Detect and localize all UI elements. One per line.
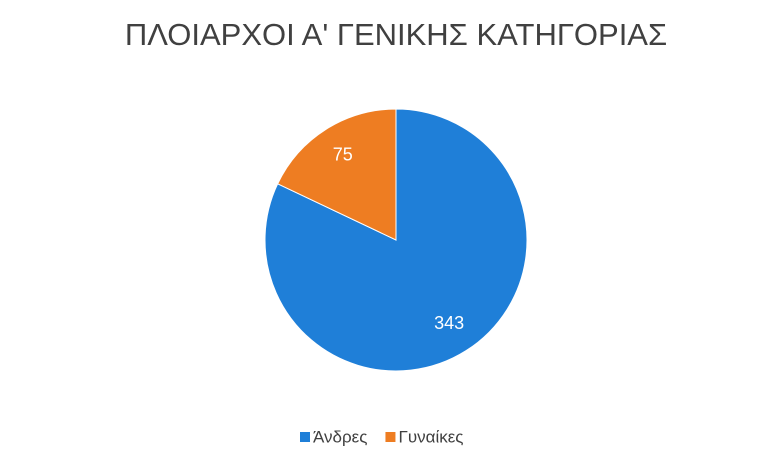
legend-label: Γυναίκες <box>398 427 463 446</box>
chart-title: ΠΛΟΙΑΡΧΟΙ Α' ΓΕΝΙΚΗΣ ΚΑΤΗΓΟΡΙΑΣ <box>125 17 667 52</box>
legend-label: Άνδρες <box>313 427 367 446</box>
data-label: 343 <box>434 313 464 333</box>
pie-slice <box>277 108 397 241</box>
legend-swatch <box>300 432 310 442</box>
pie-slice <box>264 108 528 372</box>
data-label: 75 <box>333 145 353 165</box>
legend-swatch <box>385 432 396 442</box>
